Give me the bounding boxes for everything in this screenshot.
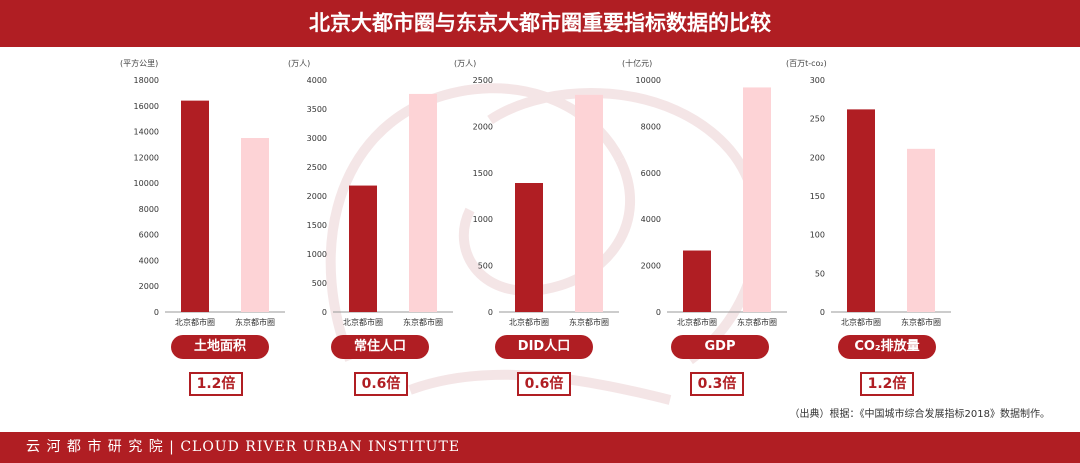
y-tick-label: 10000 — [636, 76, 661, 85]
y-tick-label: 2500 — [473, 76, 493, 85]
y-tick-label: 2000 — [139, 282, 159, 291]
y-tick-label: 8000 — [641, 122, 661, 131]
label-co2: CO₂排放量 — [838, 335, 936, 359]
chart-population: (万人) 0 500 1000 1500 2000 2500 3000 3500 4000 北京都… — [288, 58, 488, 328]
bar — [683, 250, 711, 312]
bar — [515, 183, 543, 312]
y-tick-label: 2000 — [307, 192, 327, 201]
ratio-did-population: 0.6倍 — [517, 372, 571, 396]
unit-label: (万人) — [454, 59, 477, 68]
label-did-population: DID人口 — [495, 335, 593, 359]
y-tick-label: 1000 — [473, 215, 493, 224]
y-tick-label: 1500 — [307, 221, 327, 230]
y-tick-label: 3500 — [307, 105, 327, 114]
bar — [241, 138, 269, 312]
label-land-area: 土地面积 — [171, 335, 269, 359]
x-tick-label: 东京都市圈 — [235, 317, 275, 327]
y-tick-label: 3000 — [307, 134, 327, 143]
y-tick-label: 150 — [810, 192, 825, 201]
page-title: 北京大都市圈与东京大都市圈重要指标数据的比较 — [0, 0, 1080, 47]
bar — [907, 148, 935, 312]
bar — [575, 94, 603, 313]
chart-gdp: (十亿元) 0 2000 4000 6000 8000 10000 北京都市圈 东京都市圈 — [622, 58, 822, 328]
y-tick-label: 8000 — [139, 205, 159, 214]
source-footnote: （出典）根据：《中国城市综合发展指标2018》数据制作。 — [789, 409, 1050, 420]
y-tick-label: 500 — [478, 262, 493, 271]
y-tick-label: 300 — [810, 76, 825, 85]
y-tick-label: 1000 — [307, 250, 327, 259]
ratio-population: 0.6倍 — [354, 372, 408, 396]
chart-co2: (百万t-co₂) 0 50 100 150 200 250 300 北京都市圈 东京都市圈 — [786, 58, 986, 328]
y-tick-label: 1500 — [473, 169, 493, 178]
y-tick-label: 4000 — [307, 76, 327, 85]
y-tick-label: 0 — [322, 308, 327, 317]
y-tick-label: 6000 — [641, 169, 661, 178]
unit-label: (万人) — [288, 59, 311, 68]
bar — [847, 109, 875, 313]
y-tick-label: 10000 — [134, 179, 159, 188]
y-tick-label: 4000 — [641, 215, 661, 224]
y-tick-label: 4000 — [139, 256, 159, 265]
label-population: 常住人口 — [331, 335, 429, 359]
x-tick-label: 北京都市圈 — [841, 317, 881, 327]
ratio-co2: 1.2倍 — [860, 372, 914, 396]
unit-label: (百万t-co₂) — [786, 59, 827, 68]
y-tick-label: 200 — [810, 153, 825, 162]
x-tick-label: 东京都市圈 — [901, 317, 941, 327]
y-tick-label: 14000 — [134, 128, 159, 137]
x-tick-label: 东京都市圈 — [403, 317, 443, 327]
y-tick-label: 12000 — [134, 153, 159, 162]
chart-land-area: (平方公里) 0 2000 4000 6000 8000 10000 12000 14000 1… — [120, 58, 320, 328]
label-gdp: GDP — [671, 335, 769, 359]
y-tick-label: 50 — [815, 269, 825, 278]
y-tick-label: 0 — [154, 308, 159, 317]
x-tick-label: 北京都市圈 — [509, 317, 549, 327]
bar — [743, 87, 771, 312]
chart-did-population: (万人) 0 500 1000 1500 2000 2500 北京都市圈 东京都市圈 — [454, 58, 654, 328]
bar — [409, 93, 437, 312]
institute-name: 云 河 都 市 研 究 院 | CLOUD RIVER URBAN INSTIT… — [26, 439, 461, 455]
x-tick-label: 北京都市圈 — [175, 317, 215, 327]
y-tick-label: 6000 — [139, 231, 159, 240]
unit-label: (平方公里) — [120, 59, 159, 68]
x-tick-label: 东京都市圈 — [737, 317, 777, 327]
bar — [181, 100, 209, 312]
y-tick-label: 16000 — [134, 102, 159, 111]
y-tick-label: 2500 — [307, 163, 327, 172]
ratio-land-area: 1.2倍 — [189, 372, 243, 396]
y-tick-label: 500 — [312, 279, 327, 288]
y-tick-label: 250 — [810, 115, 825, 124]
x-tick-label: 北京都市圈 — [343, 317, 383, 327]
bar — [349, 185, 377, 312]
y-tick-label: 2000 — [473, 122, 493, 131]
ratio-gdp: 0.3倍 — [690, 372, 744, 396]
y-tick-label: 18000 — [134, 76, 159, 85]
y-tick-label: 100 — [810, 231, 825, 240]
x-tick-label: 北京都市圈 — [677, 317, 717, 327]
y-tick-label: 0 — [656, 308, 661, 317]
y-tick-label: 0 — [488, 308, 493, 317]
unit-label: (十亿元) — [622, 59, 653, 68]
y-tick-label: 2000 — [641, 262, 661, 271]
footer-bar: 云 河 都 市 研 究 院 | CLOUD RIVER URBAN INSTIT… — [0, 432, 1080, 463]
y-tick-label: 0 — [820, 308, 825, 317]
x-tick-label: 东京都市圈 — [569, 317, 609, 327]
